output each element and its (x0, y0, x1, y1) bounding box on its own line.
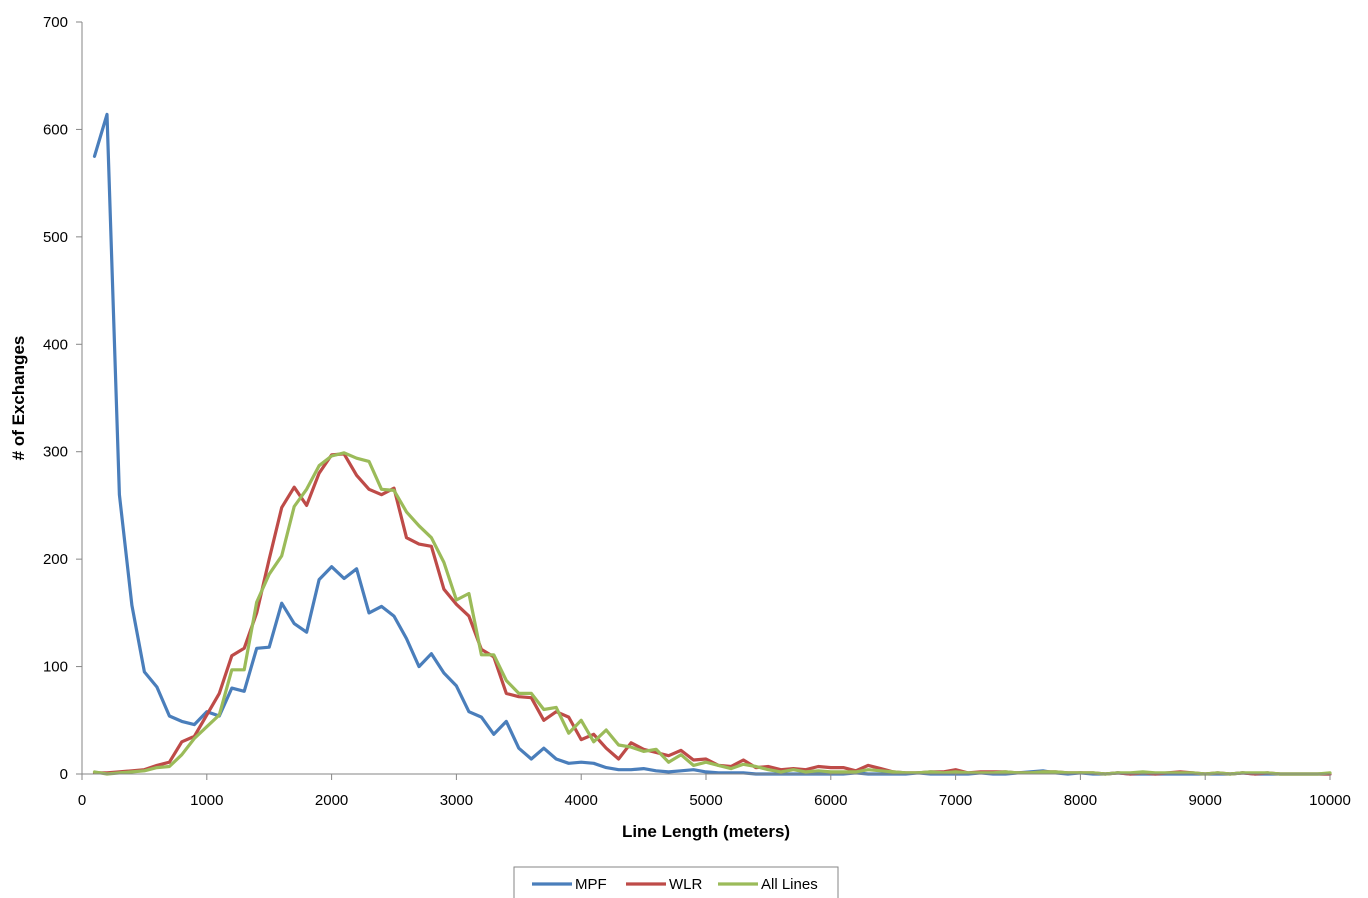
x-tick-label: 1000 (190, 792, 223, 809)
x-tick-label: 9000 (1189, 792, 1222, 809)
x-tick-label: 10000 (1309, 792, 1351, 809)
x-tick-label: 2000 (315, 792, 348, 809)
plot-area (92, 112, 1332, 776)
y-tick-label: 200 (43, 551, 68, 568)
y-tick-label: 500 (43, 229, 68, 246)
x-tick-label: 3000 (440, 792, 473, 809)
legend-label-all-lines: All Lines (761, 876, 818, 893)
y-tick-label: 0 (60, 766, 68, 783)
x-axis-title: Line Length (meters) (622, 822, 790, 841)
y-tick-label: 300 (43, 444, 68, 461)
y-tick-label: 600 (43, 121, 68, 138)
x-tick-label: 5000 (689, 792, 722, 809)
legend-label-wlr: WLR (669, 876, 703, 893)
x-axis: 0 1000 2000 3000 4000 5000 6000 7000 8000 9000 100… (78, 773, 1351, 809)
y-axis: 0 100 200 300 400 500 600 700 (43, 14, 83, 783)
legend-label-mpf: MPF (575, 876, 607, 893)
x-tick-label: 0 (78, 792, 86, 809)
x-tick-label: 6000 (814, 792, 847, 809)
y-tick-label: 400 (43, 336, 68, 353)
x-tick-label: 7000 (939, 792, 972, 809)
x-tick-label: 8000 (1064, 792, 1097, 809)
series-line-mpf (92, 112, 1332, 776)
x-tick-label: 4000 (565, 792, 598, 809)
legend: MPF WLR All Lines (513, 866, 839, 898)
series-line-all-lines (92, 451, 1332, 776)
y-axis-title: # of Exchanges (9, 336, 28, 461)
y-tick-label: 700 (43, 14, 68, 31)
y-tick-label: 100 (43, 659, 68, 676)
